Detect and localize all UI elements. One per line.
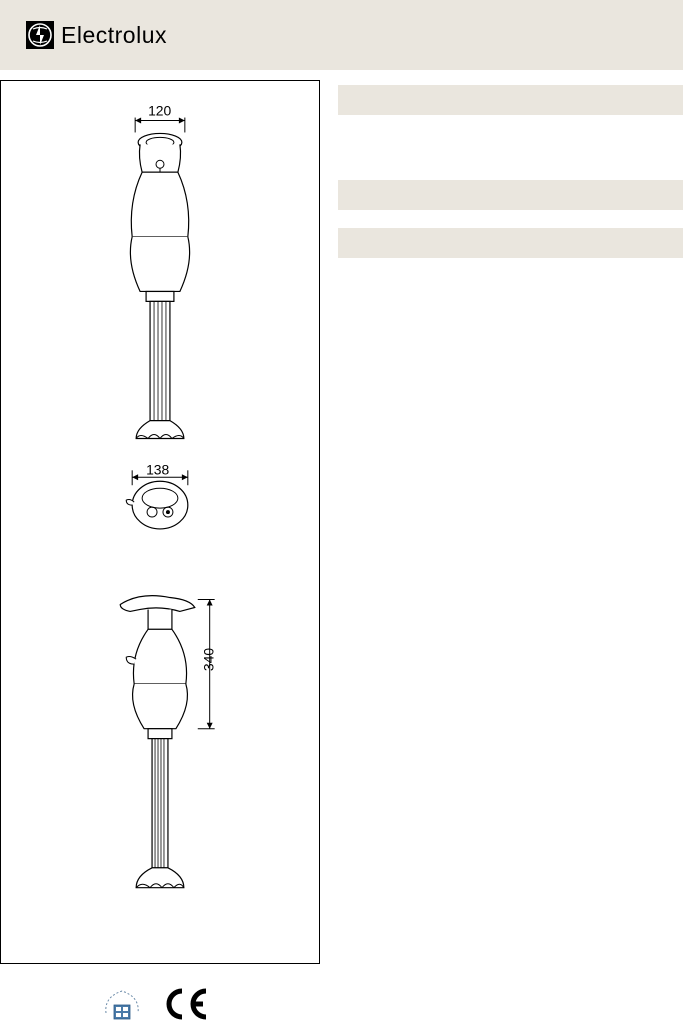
brand-logo: Electrolux bbox=[25, 20, 167, 50]
certification-row bbox=[100, 985, 210, 1023]
info-column bbox=[338, 85, 683, 258]
technical-drawing: 120 bbox=[1, 81, 319, 963]
brand-name: Electrolux bbox=[61, 22, 167, 49]
info-bar-2 bbox=[338, 180, 683, 210]
front-view-group: 120 bbox=[130, 103, 189, 439]
info-bar-3 bbox=[338, 228, 683, 258]
technical-drawing-panel: 120 bbox=[0, 80, 320, 964]
electrolux-icon bbox=[25, 20, 55, 50]
dim-top-width: 120 bbox=[148, 103, 171, 119]
certification-badge-icon bbox=[100, 985, 144, 1023]
side-view-group: 340 bbox=[120, 596, 216, 888]
header: Electrolux bbox=[0, 0, 683, 70]
dim-side-height: 340 bbox=[201, 648, 217, 671]
ce-mark-icon bbox=[162, 987, 210, 1021]
dim-middle-width: 138 bbox=[146, 461, 169, 477]
info-bar-1 bbox=[338, 85, 683, 115]
top-view-group: 138 bbox=[126, 461, 188, 529]
